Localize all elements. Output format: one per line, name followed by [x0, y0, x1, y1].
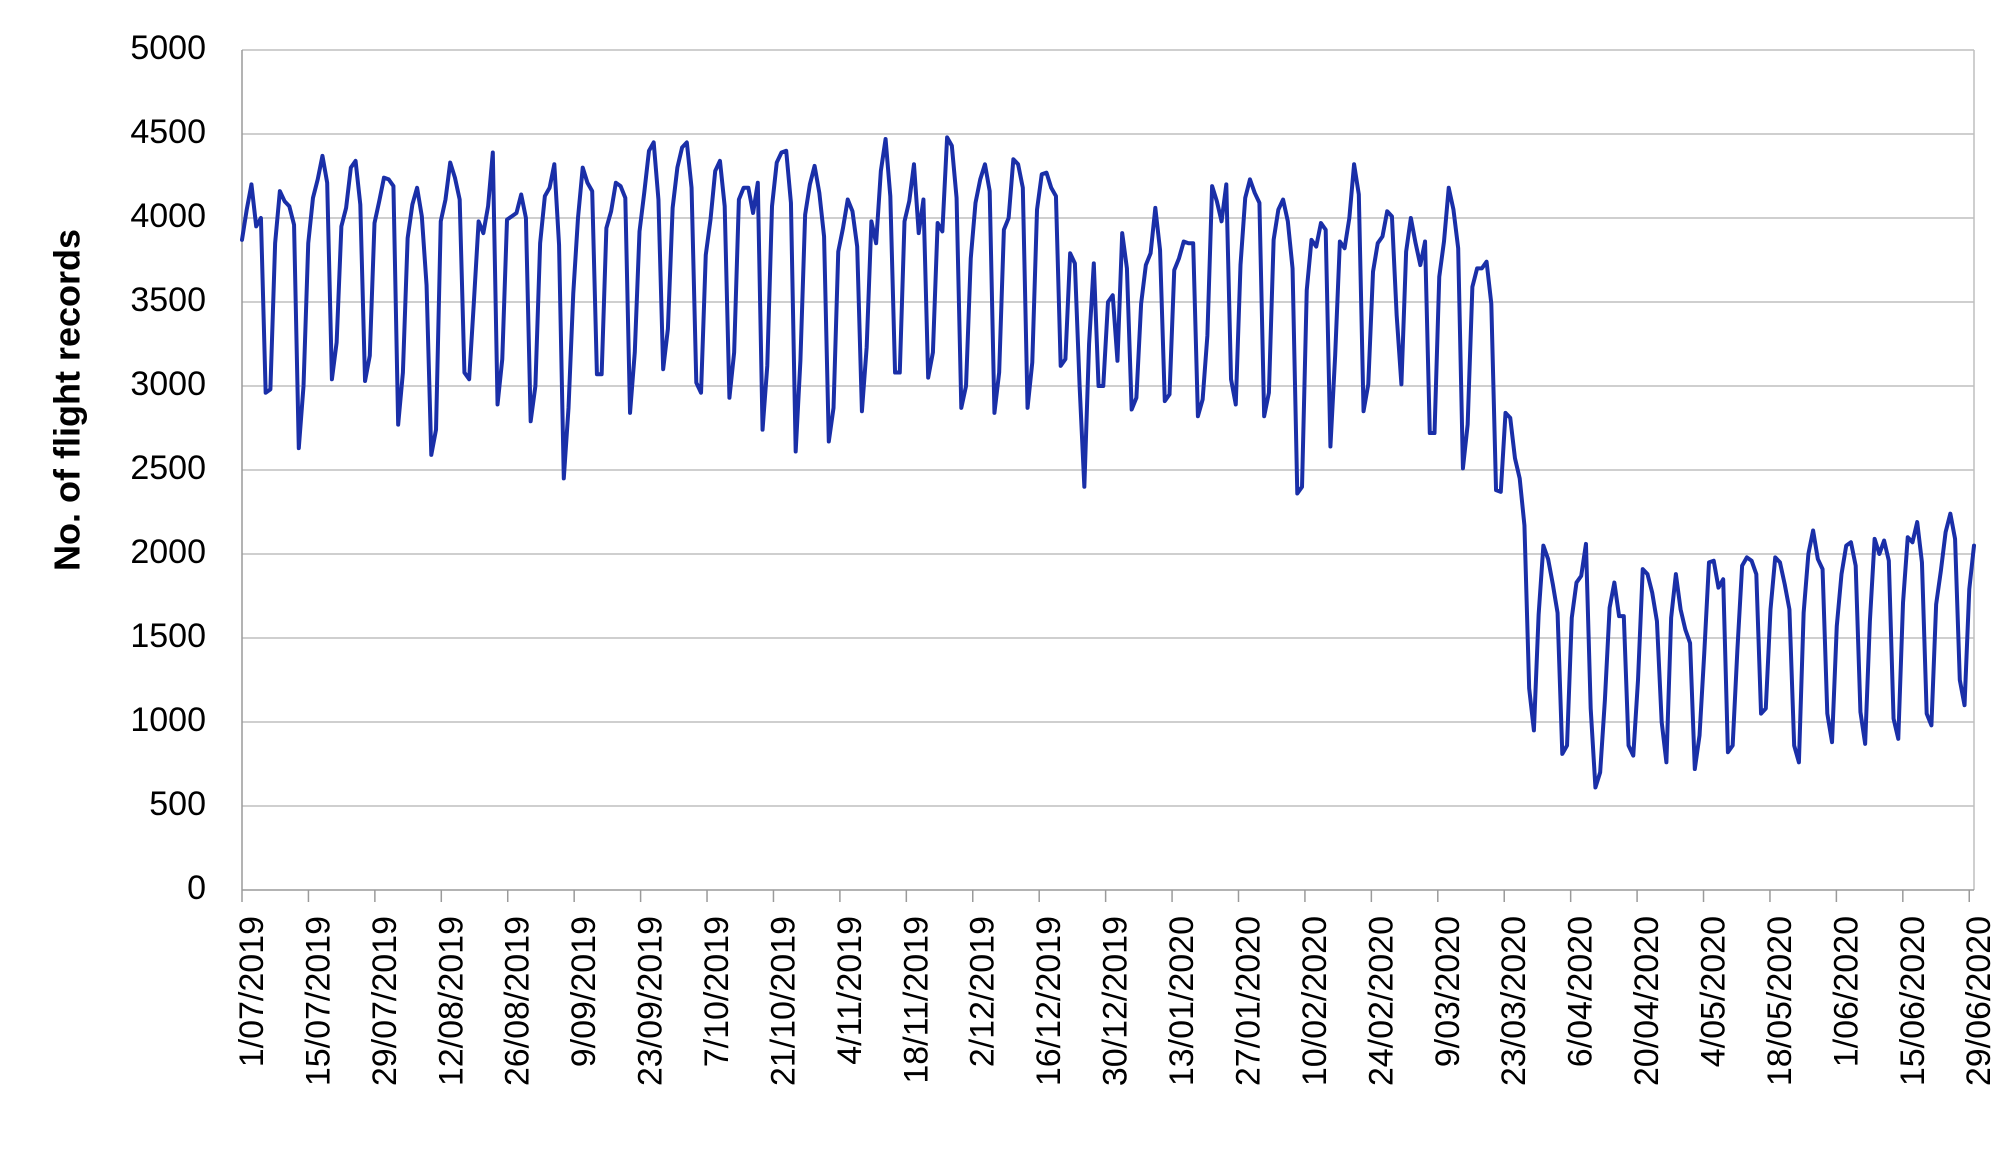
x-tick-label: 30/12/2019 — [1097, 916, 1135, 1086]
x-tick-label: 27/01/2020 — [1229, 916, 1267, 1086]
x-tick-label: 4/11/2019 — [831, 916, 869, 1065]
y-axis-title: No. of flight records — [47, 229, 88, 571]
y-tick-label: 2000 — [130, 533, 206, 571]
y-tick-label: 3000 — [130, 365, 206, 403]
x-tick-label: 16/12/2019 — [1030, 916, 1068, 1086]
y-tick-label: 500 — [149, 785, 206, 823]
y-axis: 0 500 1000 1500 2000 2500 3000 3500 4000 4500 5000 — [130, 29, 1974, 907]
x-tick-label: 1/06/2020 — [1827, 916, 1865, 1067]
x-tick-label: 15/07/2019 — [299, 916, 337, 1086]
x-tick-label: 29/06/2020 — [1960, 916, 1998, 1086]
x-axis: 1/07/2019 15/07/2019 29/07/2019 12/08/2019 2… — [233, 890, 1998, 1086]
x-tick-label: 9/09/2019 — [565, 916, 603, 1067]
y-tick-label: 0 — [187, 869, 206, 907]
y-tick-label: 5000 — [130, 29, 206, 67]
x-tick-label: 4/05/2020 — [1695, 916, 1733, 1067]
y-tick-label: 4500 — [130, 113, 206, 151]
x-tick-label: 23/03/2020 — [1495, 916, 1533, 1086]
x-tick-label: 15/06/2020 — [1894, 916, 1932, 1086]
x-tick-label: 12/08/2019 — [432, 916, 470, 1086]
x-tick-label: 10/02/2020 — [1296, 916, 1334, 1086]
x-tick-label: 21/10/2019 — [764, 916, 802, 1086]
y-tick-label: 3500 — [130, 281, 206, 319]
x-tick-label: 1/07/2019 — [233, 916, 271, 1067]
x-tick-label: 20/04/2020 — [1628, 916, 1666, 1086]
series-layer — [240, 135, 1976, 790]
y-tick-label: 2500 — [130, 449, 206, 487]
x-tick-label: 2/12/2019 — [964, 916, 1002, 1067]
x-tick-label: 9/03/2020 — [1429, 916, 1467, 1067]
grid-lines — [242, 49, 1974, 807]
x-tick-label: 23/09/2019 — [632, 916, 670, 1086]
x-tick-label: 29/07/2019 — [366, 916, 404, 1086]
x-tick-label: 18/11/2019 — [897, 916, 935, 1084]
y-tick-label: 4000 — [130, 197, 206, 235]
y-tick-label: 1000 — [130, 701, 206, 739]
y-tick-label: 1500 — [130, 617, 206, 655]
x-tick-label: 6/04/2020 — [1562, 916, 1600, 1067]
x-tick-label: 18/05/2020 — [1761, 916, 1799, 1086]
x-tick-label: 24/02/2020 — [1362, 916, 1400, 1086]
series-line — [240, 135, 1976, 790]
x-tick-label: 7/10/2019 — [698, 916, 736, 1067]
x-tick-label: 13/01/2020 — [1163, 916, 1201, 1086]
x-tick-label: 26/08/2019 — [499, 916, 537, 1086]
